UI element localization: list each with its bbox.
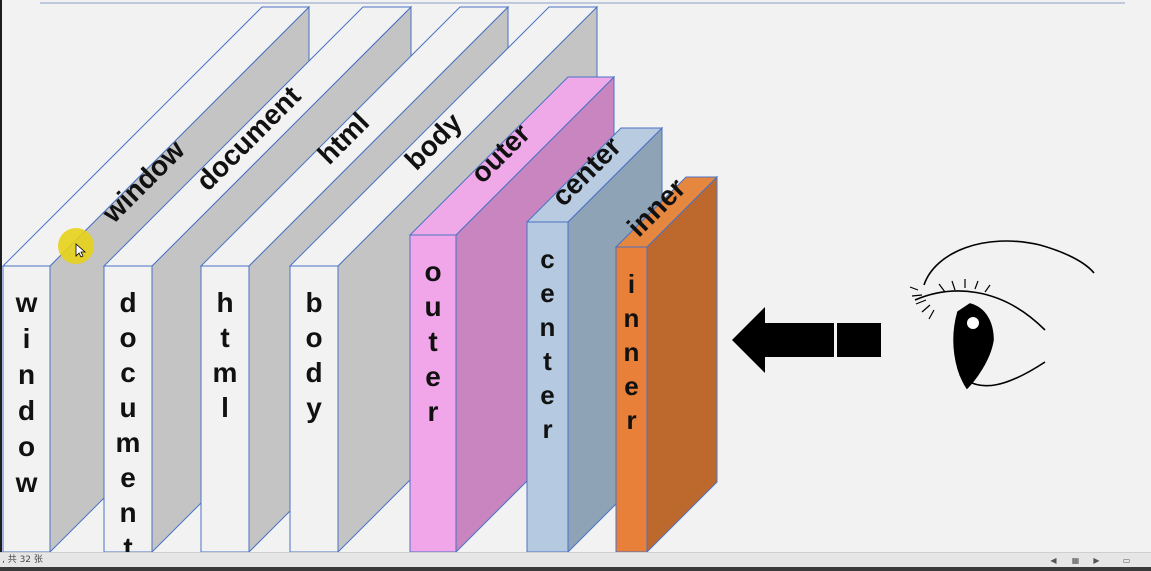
layer-letter: t bbox=[123, 532, 132, 552]
layer-letter: l bbox=[221, 392, 229, 423]
layer-letter: c bbox=[540, 244, 554, 274]
layer-letter: h bbox=[216, 287, 233, 318]
layer-letter: e bbox=[425, 361, 441, 392]
layer-letter: t bbox=[543, 346, 552, 376]
layer-vertical-label: document bbox=[116, 287, 141, 552]
status-bar: , 共 32 张 ◀ ▦ ▶ ▭ bbox=[0, 552, 1151, 568]
prev-slide-icon[interactable]: ◀ bbox=[1050, 556, 1057, 565]
layer-letter: i bbox=[23, 323, 31, 354]
layer-letter: c bbox=[120, 357, 136, 388]
layer-front-face bbox=[103, 265, 153, 552]
layer-letter: o bbox=[305, 322, 322, 353]
layer-letter: e bbox=[540, 380, 554, 410]
layer-front-face bbox=[2, 265, 51, 552]
slide-count: , 共 32 张 bbox=[2, 555, 43, 565]
slide-sorter-icon[interactable]: ▦ bbox=[1071, 556, 1080, 565]
layer-vertical-label: html bbox=[213, 287, 238, 423]
eyebrow bbox=[923, 240, 1095, 286]
slide-canvas: window w i n d o w document d o c u m e n t html h t m l body… bbox=[1, 2, 1125, 552]
eye-icon bbox=[909, 240, 1095, 390]
layer-vertical-label: body bbox=[305, 287, 322, 423]
cursor-arrow-icon bbox=[75, 243, 87, 258]
upper-eyelid bbox=[914, 290, 1046, 331]
mouse-cursor bbox=[58, 228, 94, 264]
layer-letter: n bbox=[624, 303, 640, 333]
layer-letter: w bbox=[15, 287, 38, 318]
arrow-icon bbox=[732, 307, 881, 373]
arrow-head bbox=[732, 307, 765, 373]
layer-letter: o bbox=[424, 256, 441, 287]
layer-vertical-label: window bbox=[15, 287, 38, 498]
layer-letter: u bbox=[119, 392, 136, 423]
layer-letter: e bbox=[540, 278, 554, 308]
layer-front-face bbox=[289, 265, 339, 552]
layer-letter: b bbox=[305, 287, 322, 318]
layer-letter: e bbox=[120, 462, 136, 493]
layer-vertical-label: center bbox=[540, 244, 556, 444]
layer-vertical-label: inner bbox=[624, 269, 640, 435]
layer-letter: n bbox=[119, 497, 136, 528]
dom-layers-diagram: windowwindowdocumentdocumenthtmlhtmlbody… bbox=[1, 2, 1125, 552]
layer-letter: d bbox=[18, 395, 35, 426]
arrow-tail bbox=[837, 323, 881, 357]
layer-letter: o bbox=[119, 322, 136, 353]
view-mode-icon[interactable]: ▭ bbox=[1122, 556, 1131, 565]
layer-vertical-label: outer bbox=[424, 256, 441, 427]
eyelashes bbox=[909, 279, 991, 320]
layer-letter: i bbox=[628, 269, 635, 299]
layer-letter: t bbox=[220, 322, 229, 353]
layer-letter: r bbox=[542, 414, 552, 444]
layer-letter: r bbox=[626, 405, 636, 435]
arrow-shaft bbox=[764, 323, 834, 357]
layer-letter: t bbox=[428, 326, 437, 357]
layer-letter: u bbox=[424, 291, 441, 322]
next-slide-icon[interactable]: ▶ bbox=[1093, 556, 1100, 565]
layer-front-face bbox=[615, 246, 648, 552]
layer-letter: n bbox=[18, 359, 35, 390]
layer-letter: m bbox=[116, 427, 141, 458]
layer-letter: d bbox=[119, 287, 136, 318]
taskbar-strip bbox=[0, 567, 1151, 571]
layer-letter: e bbox=[624, 371, 638, 401]
layers-group: windowwindowdocumentdocumenthtmlhtmlbody… bbox=[1, 5, 719, 552]
layer-letter: n bbox=[624, 337, 640, 367]
window-left-edge bbox=[0, 0, 2, 552]
layer-letter: d bbox=[305, 357, 322, 388]
layer-letter: y bbox=[306, 392, 322, 423]
layer-letter: r bbox=[428, 396, 439, 427]
layer-letter: o bbox=[18, 431, 35, 462]
layer-letter: m bbox=[213, 357, 238, 388]
pupil-highlight bbox=[967, 317, 979, 329]
layer-front-face bbox=[409, 234, 457, 552]
layer-front-face bbox=[526, 221, 569, 552]
layer-front-face bbox=[200, 265, 250, 552]
layer-letter: n bbox=[540, 312, 556, 342]
layer-letter: w bbox=[15, 467, 38, 498]
iris bbox=[953, 303, 994, 390]
